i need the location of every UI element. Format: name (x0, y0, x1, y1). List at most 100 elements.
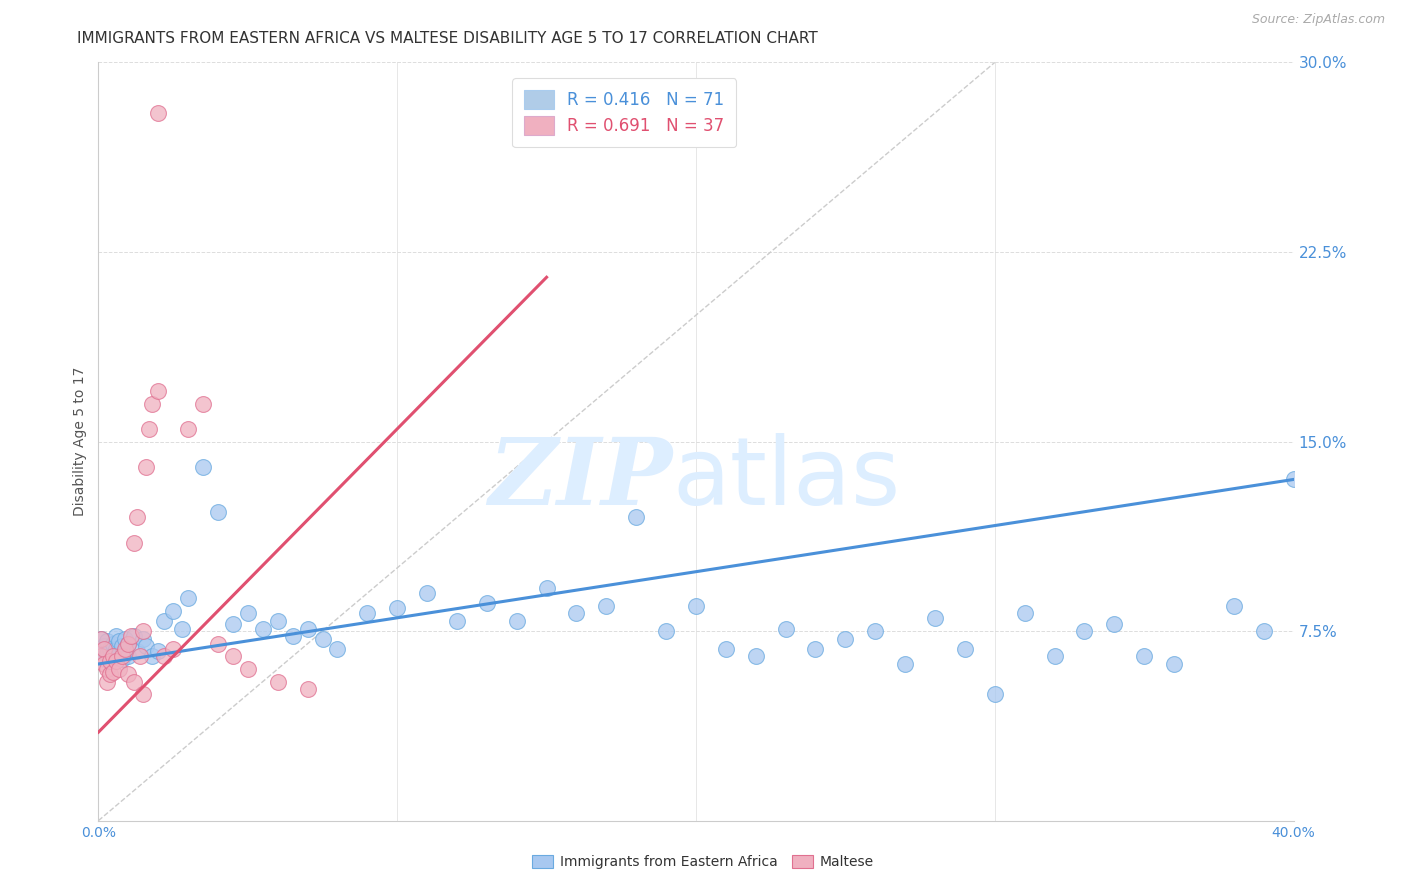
Point (93, 639, 115, 653)
Point (141, 396, 163, 410)
Point (207, 505, 229, 519)
Point (1104, 616, 1126, 631)
Point (745, 649, 768, 664)
Point (865, 624, 887, 639)
Point (98, 655, 122, 669)
Point (96, 647, 118, 661)
Point (111, 649, 134, 664)
Point (135, 459, 157, 474)
Point (595, 599, 617, 613)
Point (775, 622, 797, 636)
Point (105, 629, 128, 643)
Point (114, 641, 136, 656)
Point (117, 637, 139, 651)
Point (93, 641, 115, 656)
Point (267, 614, 290, 628)
Point (191, 396, 214, 410)
Point (108, 647, 131, 661)
Point (356, 607, 378, 621)
Point (1133, 649, 1156, 664)
Point (141, 649, 163, 664)
Point (120, 629, 142, 643)
Point (222, 649, 245, 664)
Point (148, 644, 170, 658)
Point (153, 614, 176, 628)
Point (117, 649, 139, 664)
Point (267, 674, 290, 689)
Point (326, 641, 349, 656)
Point (111, 652, 134, 666)
Point (236, 662, 259, 676)
Point (1163, 657, 1185, 671)
Text: Source: ZipAtlas.com: Source: ZipAtlas.com (1251, 13, 1385, 27)
Point (714, 641, 737, 656)
Point (1014, 607, 1036, 621)
Text: atlas: atlas (672, 434, 900, 525)
Point (834, 632, 856, 646)
Point (148, 384, 170, 398)
Point (626, 510, 648, 524)
Point (129, 649, 152, 664)
Point (90, 649, 112, 664)
Point (105, 641, 128, 656)
Point (96, 674, 118, 689)
Point (90, 644, 112, 658)
Point (98, 667, 122, 681)
Point (162, 641, 184, 656)
Point (153, 649, 176, 664)
Point (172, 622, 194, 636)
Point (685, 599, 707, 613)
Point (1043, 649, 1066, 664)
Point (281, 629, 304, 643)
Point (138, 422, 160, 436)
Legend: R = 0.416   N = 71, R = 0.691   N = 37: R = 0.416 N = 71, R = 0.691 N = 37 (512, 78, 737, 147)
Point (132, 632, 155, 646)
Point (124, 629, 146, 643)
Point (222, 616, 245, 631)
Point (1282, 473, 1305, 487)
Point (117, 637, 139, 651)
Point (132, 687, 155, 701)
Point (953, 641, 976, 656)
Point (127, 644, 149, 658)
Point (96, 662, 118, 676)
Point (297, 682, 319, 697)
Point (1073, 624, 1095, 639)
Point (108, 634, 131, 648)
Point (103, 665, 125, 679)
Point (252, 622, 274, 636)
Text: IMMIGRANTS FROM EASTERN AFRICA VS MALTESE DISABILITY AGE 5 TO 17 CORRELATION CHA: IMMIGRANTS FROM EASTERN AFRICA VS MALTES… (77, 31, 818, 46)
Point (124, 674, 146, 689)
Point (103, 649, 125, 664)
Text: ZIP: ZIP (488, 434, 672, 524)
Point (655, 624, 678, 639)
Point (536, 581, 558, 595)
Point (506, 614, 529, 628)
Point (103, 649, 125, 664)
Point (111, 639, 134, 653)
Point (93, 657, 115, 671)
Point (475, 596, 498, 610)
Point (1223, 599, 1246, 613)
Point (103, 637, 125, 651)
Point (385, 601, 409, 615)
Point (565, 607, 588, 621)
Point (191, 459, 214, 474)
Point (127, 510, 149, 524)
Point (177, 591, 200, 606)
Point (90, 632, 112, 646)
Point (924, 611, 946, 625)
Point (132, 624, 155, 639)
Point (93, 652, 115, 666)
Point (108, 662, 131, 676)
Point (297, 622, 319, 636)
Point (804, 641, 827, 656)
Point (124, 535, 146, 549)
Point (135, 639, 157, 653)
Point (98, 641, 122, 656)
Point (894, 657, 917, 671)
Point (98, 655, 122, 669)
Y-axis label: Disability Age 5 to 17: Disability Age 5 to 17 (73, 367, 87, 516)
Point (236, 607, 259, 621)
Point (416, 586, 439, 600)
